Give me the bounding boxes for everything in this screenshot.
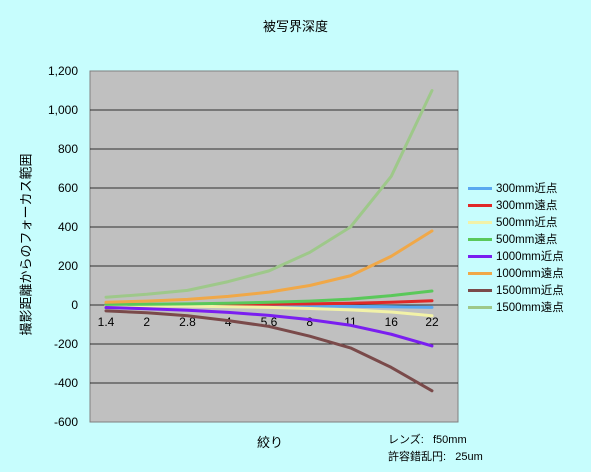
y-tick-label: -400: [54, 376, 78, 390]
legend-item: 1500mm遠点: [468, 299, 588, 316]
x-axis-label: 絞り: [256, 435, 283, 450]
legend-label: 300mm近点: [496, 183, 558, 195]
legend-swatch: [468, 306, 492, 309]
y-tick-label: -200: [54, 337, 78, 351]
plot-area: [89, 70, 459, 423]
legend-item: 1000mm近点: [468, 248, 588, 265]
x-tick-label: 2.8: [179, 315, 196, 329]
x-tick-label: 2: [143, 315, 150, 329]
y-tick-label: 600: [58, 181, 78, 195]
x-tick-label: 8: [306, 315, 313, 329]
legend-item: 1500mm近点: [468, 282, 588, 299]
series-line-4: [104, 289, 434, 306]
series-line-6: [104, 229, 434, 304]
y-tick-label: 0: [71, 298, 78, 312]
chart-title: 被写界深度: [262, 19, 328, 34]
legend-label: 1000mm遠点: [496, 268, 564, 280]
legend-item: 500mm近点: [468, 214, 588, 231]
legend-item: 300mm近点: [468, 180, 588, 197]
legend-swatch: [468, 187, 492, 190]
series-line-7: [104, 309, 434, 393]
series-line-3: [104, 304, 434, 318]
legend-swatch: [468, 272, 492, 275]
legend-item: 300mm遠点: [468, 197, 588, 214]
legend-label: 1500mm近点: [496, 285, 564, 297]
x-tick-label: 22: [425, 315, 439, 329]
legend-swatch: [468, 204, 492, 207]
legend: 300mm近点 300mm遠点 500mm近点 500mm遠点 1000mm近点 1000…: [468, 180, 588, 316]
legend-label: 500mm近点: [496, 217, 558, 229]
coc-note: 許容錯乱円: 25um: [388, 451, 483, 463]
series-line-8: [104, 89, 434, 299]
y-tick-label: 1,000: [48, 103, 78, 117]
legend-item: 1000mm遠点: [468, 265, 588, 282]
y-axis-label: 撮影距離からのフォーカス範囲: [18, 153, 34, 336]
legend-label: 500mm遠点: [496, 234, 558, 246]
y-tick-label: 800: [58, 142, 78, 156]
legend-swatch: [468, 289, 492, 292]
legend-label: 300mm遠点: [496, 200, 558, 212]
x-tick-label: 1.4: [98, 315, 115, 329]
x-tick-label: 16: [385, 315, 399, 329]
series-line-5: [104, 306, 434, 348]
legend-swatch: [468, 255, 492, 258]
legend-label: 1000mm近点: [496, 251, 564, 263]
legend-swatch: [468, 238, 492, 241]
y-tick-label: -600: [54, 415, 78, 429]
legend-label: 1500mm遠点: [496, 302, 564, 314]
legend-swatch: [468, 221, 492, 224]
legend-item: 500mm遠点: [468, 231, 588, 248]
y-tick-label: 1,200: [48, 64, 78, 78]
y-tick-label: 200: [58, 259, 78, 273]
y-tick-label: 400: [58, 220, 78, 234]
lens-note: レンズ: f50mm: [388, 434, 467, 446]
